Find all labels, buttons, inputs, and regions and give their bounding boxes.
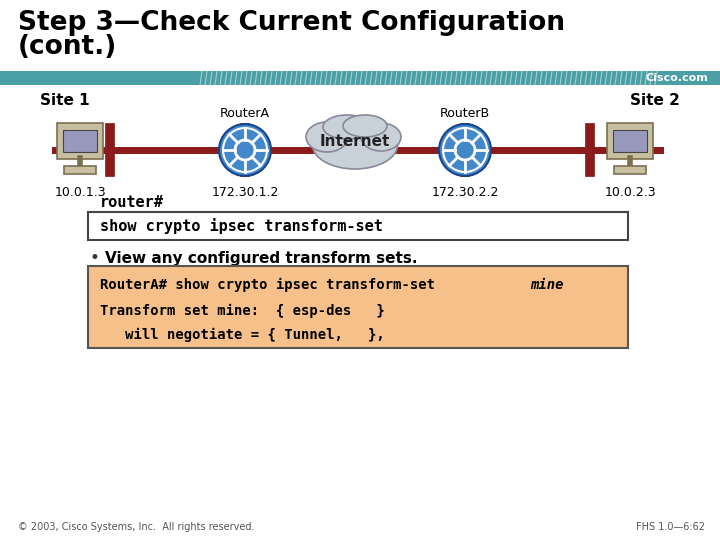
- Text: mine: mine: [530, 278, 564, 292]
- Ellipse shape: [361, 123, 401, 151]
- Text: Transform set mine:  { esp-des   }: Transform set mine: { esp-des }: [100, 304, 384, 318]
- Text: 172.30.1.2: 172.30.1.2: [211, 186, 279, 199]
- Text: Site 1: Site 1: [40, 93, 89, 108]
- FancyBboxPatch shape: [64, 166, 96, 174]
- Ellipse shape: [306, 122, 348, 152]
- Text: View any configured transform sets.: View any configured transform sets.: [105, 251, 418, 266]
- Text: 10.0.2.3: 10.0.2.3: [604, 186, 656, 199]
- Text: Internet: Internet: [320, 133, 390, 148]
- FancyBboxPatch shape: [88, 266, 628, 348]
- Text: Step 3—Check Current Configuration: Step 3—Check Current Configuration: [18, 10, 565, 36]
- Ellipse shape: [323, 115, 371, 139]
- Text: Site 2: Site 2: [630, 93, 680, 108]
- Text: RouterA# show crypto ipsec transform-set: RouterA# show crypto ipsec transform-set: [100, 278, 444, 292]
- Text: Cisco.com: Cisco.com: [645, 73, 708, 83]
- Text: © 2003, Cisco Systems, Inc.  All rights reserved.: © 2003, Cisco Systems, Inc. All rights r…: [18, 522, 254, 532]
- Ellipse shape: [312, 121, 397, 169]
- Text: router#: router#: [100, 195, 164, 210]
- FancyBboxPatch shape: [613, 130, 647, 152]
- Text: RouterB: RouterB: [440, 107, 490, 120]
- Text: will negotiate = { Tunnel,   },: will negotiate = { Tunnel, },: [100, 328, 384, 342]
- FancyBboxPatch shape: [63, 130, 97, 152]
- Text: show crypto ipsec transform-set: show crypto ipsec transform-set: [100, 218, 383, 234]
- Text: •: •: [90, 249, 100, 267]
- Bar: [0, 71, 720, 85]
- Circle shape: [439, 124, 491, 176]
- Text: FHS 1.0—6:62: FHS 1.0—6:62: [636, 522, 705, 532]
- Ellipse shape: [343, 115, 387, 137]
- Text: 10.0.1.3: 10.0.1.3: [54, 186, 106, 199]
- Text: RouterA: RouterA: [220, 107, 270, 120]
- Text: (cont.): (cont.): [18, 34, 117, 60]
- FancyBboxPatch shape: [88, 212, 628, 240]
- FancyBboxPatch shape: [614, 166, 646, 174]
- FancyBboxPatch shape: [57, 123, 103, 159]
- Circle shape: [219, 124, 271, 176]
- Text: 172.30.2.2: 172.30.2.2: [431, 186, 499, 199]
- FancyBboxPatch shape: [607, 123, 653, 159]
